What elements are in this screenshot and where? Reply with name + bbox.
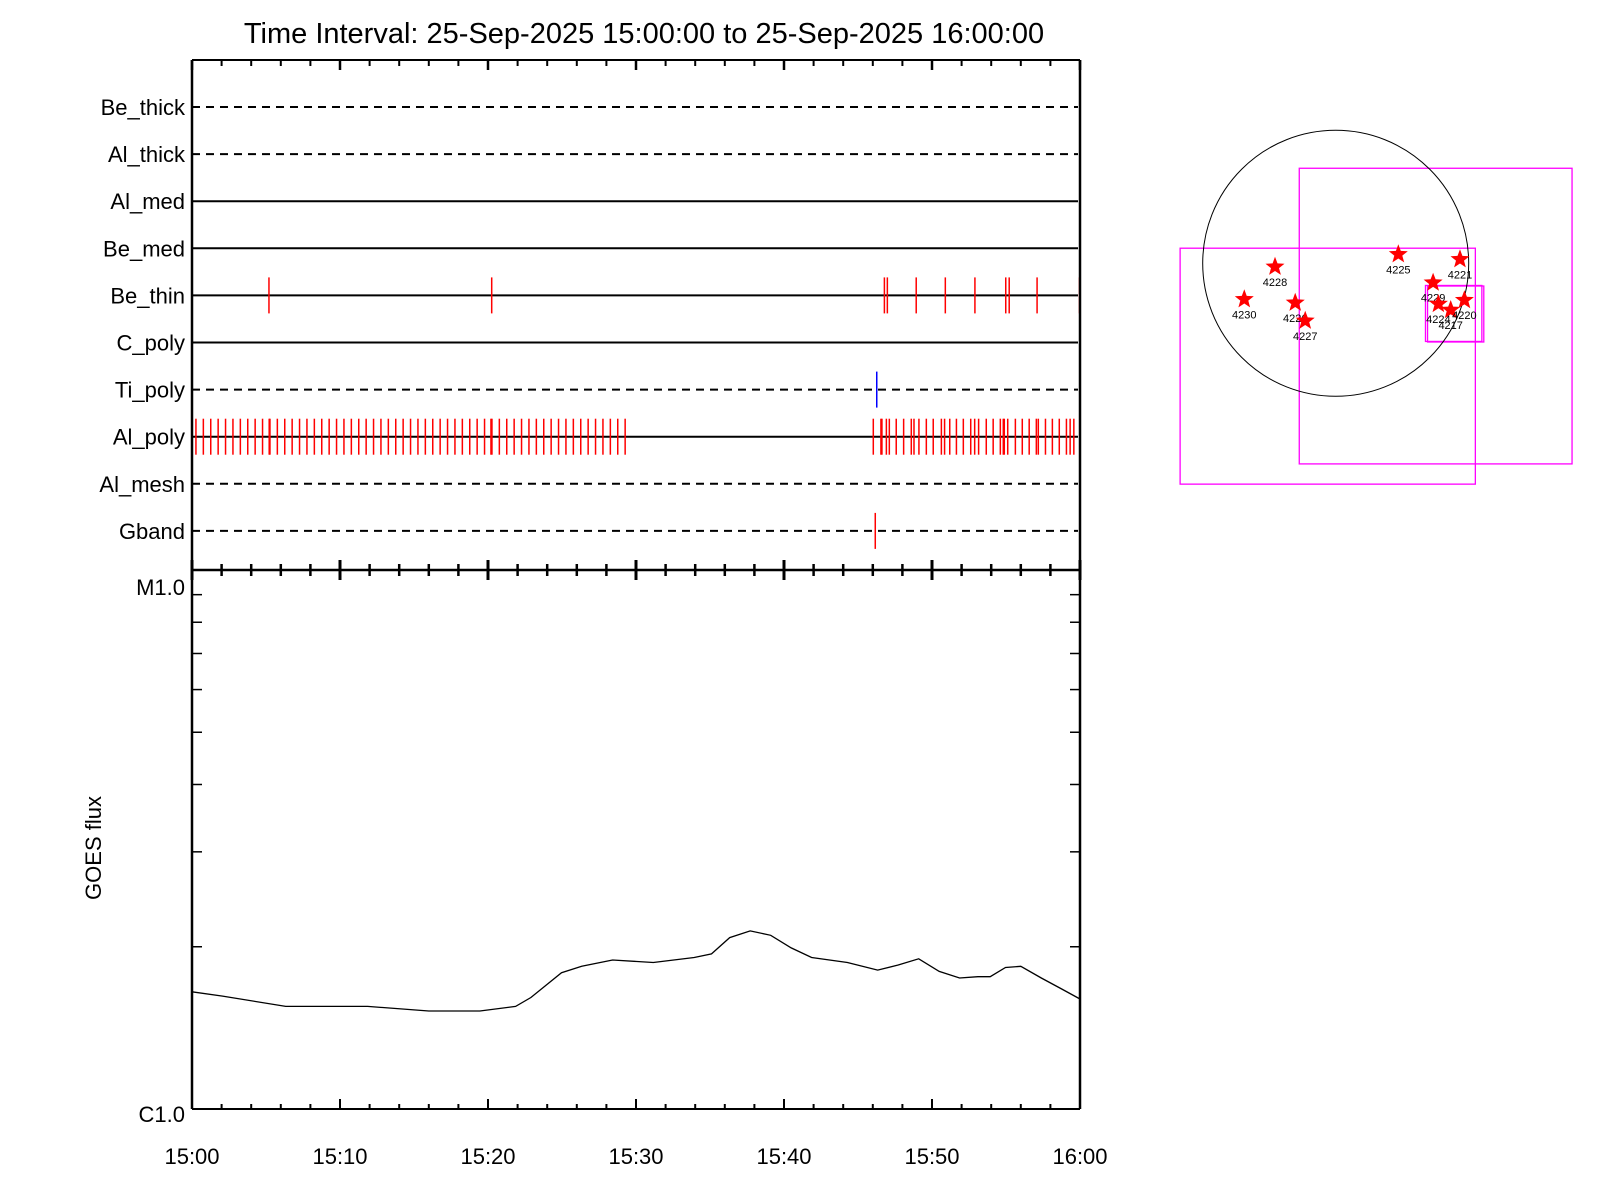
row-be_thin: Be_thin — [110, 277, 1081, 314]
row-al_thick: Al_thick — [108, 142, 1078, 167]
fov-boxes — [1179, 167, 1573, 485]
active-region: 4217 — [1438, 300, 1463, 332]
x-tick-label: 15:40 — [756, 1144, 811, 1169]
row-label: Be_thin — [110, 283, 185, 308]
row-label: Al_mesh — [99, 472, 185, 497]
active-region-label: 4217 — [1438, 320, 1462, 332]
x-tick-label: 15:00 — [164, 1144, 219, 1169]
row-be_med: Be_med — [103, 236, 1078, 261]
active-region-label: 4220 — [1452, 310, 1476, 322]
star-marker-icon — [1285, 292, 1305, 311]
fov-box — [1426, 285, 1485, 343]
star-marker-icon — [1234, 289, 1254, 308]
active-region-label: 4221 — [1448, 269, 1472, 281]
active-region-label: 4228 — [1263, 277, 1287, 289]
star-marker-icon — [1295, 310, 1315, 329]
row-c_poly: C_poly — [117, 331, 1078, 356]
row-be_thick: Be_thick — [101, 95, 1078, 120]
row-label: Be_thick — [101, 95, 186, 120]
star-marker-icon — [1441, 300, 1461, 319]
x-tick-label: 15:10 — [312, 1144, 367, 1169]
solar-limb-circle — [1202, 129, 1470, 397]
y-tick-label-top: M1.0 — [136, 575, 185, 600]
row-label: Al_thick — [108, 142, 186, 167]
row-label: C_poly — [117, 331, 185, 356]
row-label: Ti_poly — [115, 378, 185, 403]
active-region: 4228 — [1263, 256, 1287, 289]
active-region-label: 4230 — [1232, 309, 1256, 321]
active-region: 4227 — [1293, 310, 1317, 343]
active-region-label: 4224 — [1426, 314, 1450, 326]
x-tick-label: 15:30 — [608, 1144, 663, 1169]
event-timeline-panel: Be_thick Al_thick Al_med Be_med Be_thin C_pol… — [99, 59, 1082, 580]
active-region: 4229 — [1421, 272, 1445, 305]
star-marker-icon — [1428, 294, 1448, 313]
row-al_mesh: Al_mesh — [99, 472, 1078, 497]
row-label: Al_poly — [113, 425, 185, 450]
star-marker-icon — [1450, 249, 1470, 268]
x-tick-label: 16:00 — [1052, 1144, 1107, 1169]
row-al_poly: Al_poly — [113, 418, 1078, 455]
x-tick-label: 15:50 — [904, 1144, 959, 1169]
y-axis-label: GOES flux — [81, 796, 106, 900]
active-region: 4230 — [1232, 289, 1257, 321]
row-label: Gband — [119, 519, 185, 544]
row-ti_poly: Ti_poly — [115, 371, 1078, 408]
fov-box — [1298, 167, 1573, 465]
active-region: 4224 — [1426, 294, 1451, 326]
active-region: 4225 — [1386, 244, 1411, 276]
star-marker-icon — [1388, 244, 1408, 263]
fov-box — [1179, 247, 1476, 485]
goes-flux-panel: GOES flux M1.0 C1.0 15:00 15:10 15:20 15:30… — [81, 568, 1108, 1169]
goes-flux-line — [191, 930, 1081, 1012]
star-marker-icon — [1265, 256, 1285, 275]
star-marker-icon — [1423, 272, 1443, 291]
y-tick-label-bottom: C1.0 — [139, 1102, 185, 1127]
x-tick-label: 15:20 — [460, 1144, 515, 1169]
row-label: Be_med — [103, 236, 185, 261]
star-marker-icon — [1454, 290, 1474, 309]
chart-title: Time Interval: 25-Sep-2025 15:00:00 to 2… — [244, 18, 1044, 50]
row-al_med: Al_med — [110, 189, 1078, 214]
active-region: 4221 — [1448, 249, 1472, 281]
active-region-label: 4227 — [1293, 331, 1317, 343]
row-label: Al_med — [110, 189, 185, 214]
active-region: 4220 — [1452, 290, 1477, 322]
row-gband: Gband — [119, 512, 1078, 549]
active-region-label: 4225 — [1386, 264, 1410, 276]
